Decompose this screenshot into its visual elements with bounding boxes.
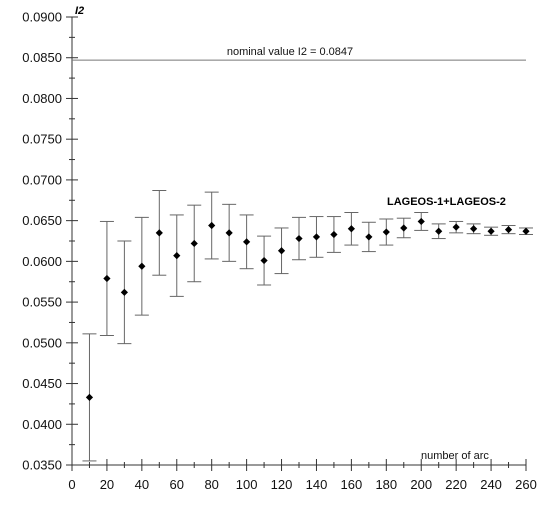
data-point-group (169, 214, 184, 297)
y-tick-label: 0.0550 (22, 295, 62, 310)
x-axis-label: number of arc (421, 450, 489, 462)
x-tick-label: 180 (375, 477, 397, 492)
x-tick-label: 240 (480, 477, 502, 492)
data-point-group (466, 223, 481, 235)
data-point-group (361, 221, 376, 253)
data-point (103, 274, 111, 283)
y-tick-label: 0.0650 (22, 213, 62, 228)
data-point-group (187, 204, 202, 283)
data-point-group (501, 225, 516, 235)
x-tick-label: 80 (204, 477, 218, 492)
data-point (347, 225, 355, 233)
data-marks (82, 189, 533, 462)
x-tick-label: 120 (271, 477, 293, 492)
data-point-group (379, 218, 394, 246)
x-tick-label: 260 (515, 477, 537, 492)
reference-line-group: nominal value I2 = 0.0847 (72, 46, 526, 61)
data-point-group (117, 240, 132, 345)
axes: 0.0350 0.0400 0.0450 0.0500 0.0550 0.0600 0.06… (22, 10, 537, 493)
y-tick-label: 0.0350 (22, 458, 62, 473)
y-axis-label: I2 (75, 5, 84, 17)
data-point (155, 229, 163, 237)
data-point-group (152, 189, 167, 276)
data-point (225, 229, 233, 237)
data-point (208, 221, 216, 230)
data-point-group (257, 235, 272, 286)
data-point-group (414, 211, 429, 231)
x-tick-label: 200 (410, 477, 432, 492)
data-point (452, 223, 460, 231)
data-point-group (99, 220, 114, 336)
x-tick-label: 0 (68, 477, 75, 492)
data-point-group (204, 191, 219, 260)
y-tick-label: 0.0850 (22, 50, 62, 65)
x-tick-label: 160 (341, 477, 363, 492)
x-tick-label: 60 (170, 477, 184, 492)
data-point (400, 224, 408, 232)
data-point (190, 239, 198, 248)
x-tick-label: 20 (100, 477, 114, 492)
data-point-group (344, 211, 359, 246)
data-point (85, 393, 94, 401)
data-point-group (239, 214, 254, 270)
data-point-group (134, 216, 149, 316)
series-label: LAGEOS-1+LAGEOS-2 (387, 196, 506, 208)
data-point-group (274, 227, 289, 275)
data-point (173, 252, 181, 260)
y-tick-label: 0.0450 (22, 376, 62, 391)
data-point-group (222, 203, 237, 262)
x-tick-label: 220 (445, 477, 467, 492)
data-point (522, 227, 530, 235)
data-point (382, 228, 390, 236)
data-point (295, 234, 303, 243)
data-point (312, 233, 321, 241)
data-point-group (396, 217, 411, 239)
y-tick-label: 0.0800 (22, 91, 62, 106)
data-point-group (292, 216, 306, 261)
y-tick-label: 0.0750 (22, 132, 62, 147)
data-point-group (431, 223, 446, 240)
data-point (487, 227, 495, 235)
data-point (470, 225, 478, 233)
x-tick-label: 140 (306, 477, 328, 492)
y-tick-label: 0.0600 (22, 254, 62, 269)
data-point (417, 217, 425, 226)
data-point-group (82, 333, 97, 462)
data-point (120, 288, 128, 296)
data-point-group (326, 216, 341, 253)
data-point-group (484, 226, 499, 236)
data-point (435, 227, 443, 235)
x-tick-label: 100 (236, 477, 258, 492)
data-point (365, 233, 373, 241)
nominal-value-label: nominal value I2 = 0.0847 (227, 46, 353, 58)
data-point (260, 256, 268, 265)
y-tick-label: 0.0700 (22, 172, 62, 187)
x-tick-label: 40 (135, 477, 149, 492)
data-point-group (519, 227, 533, 235)
data-point (243, 238, 251, 246)
y-tick-label: 0.0400 (22, 417, 62, 432)
data-point-group (449, 220, 464, 234)
data-point (277, 247, 286, 255)
y-tick-label: 0.0500 (22, 335, 62, 350)
data-point-group (309, 216, 324, 258)
data-point (504, 225, 513, 234)
y-tick-label: 0.0900 (22, 10, 62, 25)
data-point (330, 230, 338, 239)
data-point (138, 262, 146, 270)
